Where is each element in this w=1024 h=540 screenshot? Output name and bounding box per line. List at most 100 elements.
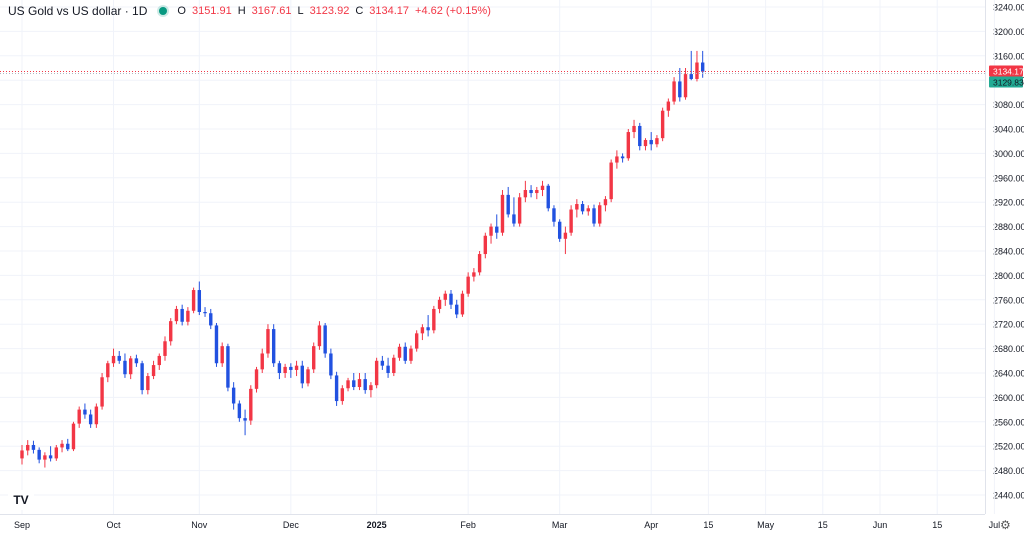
candle[interactable] — [346, 377, 350, 392]
candle[interactable] — [180, 304, 184, 326]
candle[interactable] — [106, 360, 110, 383]
candle[interactable] — [655, 135, 659, 148]
candle[interactable] — [128, 355, 133, 380]
candle[interactable] — [386, 357, 390, 378]
candle[interactable] — [300, 360, 304, 389]
candle[interactable] — [134, 354, 139, 367]
tradingview-logo[interactable]: TV — [8, 490, 34, 510]
candle[interactable] — [460, 290, 465, 317]
candle[interactable] — [123, 353, 127, 378]
candle[interactable] — [409, 345, 413, 364]
candle[interactable] — [66, 438, 70, 452]
candle[interactable] — [672, 77, 676, 105]
candle[interactable] — [340, 385, 345, 405]
candle[interactable] — [111, 348, 116, 367]
candle[interactable] — [317, 321, 322, 350]
candle[interactable] — [117, 351, 121, 364]
candle[interactable] — [363, 373, 367, 394]
candle[interactable] — [231, 382, 236, 410]
candle[interactable] — [174, 305, 179, 325]
candle[interactable] — [512, 197, 516, 227]
candle[interactable] — [186, 307, 190, 326]
candle[interactable] — [169, 318, 173, 346]
candle[interactable] — [500, 190, 505, 236]
candle[interactable] — [83, 403, 87, 419]
candle[interactable] — [243, 409, 247, 436]
candle[interactable] — [643, 138, 648, 151]
candle[interactable] — [163, 336, 167, 361]
candle[interactable] — [214, 322, 219, 367]
candle[interactable] — [140, 360, 144, 395]
candle[interactable] — [403, 342, 407, 364]
candle[interactable] — [277, 360, 282, 380]
candle[interactable] — [517, 193, 522, 227]
candle[interactable] — [598, 202, 602, 227]
candle[interactable] — [20, 444, 24, 465]
candle[interactable] — [77, 406, 81, 428]
candle[interactable] — [563, 226, 568, 255]
candle[interactable] — [323, 322, 327, 358]
candle[interactable] — [392, 354, 396, 377]
candle[interactable] — [426, 315, 430, 337]
candle[interactable] — [26, 440, 30, 456]
candle[interactable] — [266, 324, 270, 358]
candle[interactable] — [271, 324, 276, 367]
candle[interactable] — [380, 355, 385, 370]
candle[interactable] — [632, 119, 636, 139]
candle[interactable] — [283, 363, 287, 378]
candle[interactable] — [220, 342, 224, 367]
candle[interactable] — [60, 440, 64, 453]
candle[interactable] — [94, 403, 99, 428]
candle[interactable] — [540, 180, 545, 197]
candle[interactable] — [329, 348, 333, 380]
candle[interactable] — [226, 343, 230, 392]
candle[interactable] — [466, 272, 470, 297]
candle[interactable] — [48, 446, 53, 462]
candle[interactable] — [352, 373, 356, 391]
candle[interactable] — [88, 409, 93, 428]
candle[interactable] — [683, 68, 688, 100]
candle[interactable] — [312, 342, 316, 374]
candle[interactable] — [569, 205, 573, 236]
candle[interactable] — [254, 366, 259, 393]
candle[interactable] — [157, 353, 161, 370]
candle[interactable] — [31, 440, 36, 454]
candle[interactable] — [37, 447, 41, 464]
candle[interactable] — [357, 373, 362, 391]
candle[interactable] — [209, 308, 213, 330]
candle[interactable] — [369, 382, 373, 398]
candle[interactable] — [197, 281, 202, 316]
candle[interactable] — [443, 290, 447, 306]
candle[interactable] — [603, 196, 608, 212]
candle[interactable] — [203, 307, 207, 317]
gear-icon[interactable]: ⚙ — [1000, 518, 1011, 532]
candle[interactable] — [249, 385, 253, 425]
candle[interactable] — [294, 360, 299, 377]
candle[interactable] — [529, 185, 533, 198]
candle[interactable] — [54, 444, 59, 461]
candle[interactable] — [626, 129, 631, 161]
candle[interactable] — [586, 205, 590, 216]
candle[interactable] — [43, 452, 47, 468]
candle[interactable] — [306, 366, 310, 387]
candle[interactable] — [552, 205, 556, 227]
candle[interactable] — [432, 305, 436, 334]
candle[interactable] — [374, 357, 379, 389]
candle[interactable] — [146, 373, 150, 395]
candle[interactable] — [483, 232, 488, 259]
candle[interactable] — [489, 223, 493, 244]
candle[interactable] — [477, 251, 482, 276]
candle[interactable] — [666, 98, 671, 117]
candle[interactable] — [455, 299, 459, 319]
candle[interactable] — [397, 343, 402, 361]
candle[interactable] — [437, 296, 442, 314]
candle[interactable] — [151, 360, 156, 380]
candle[interactable] — [620, 153, 625, 163]
candle[interactable] — [592, 204, 596, 227]
candle[interactable] — [414, 330, 419, 352]
candle[interactable] — [449, 290, 453, 309]
candle[interactable] — [495, 214, 499, 239]
candle[interactable] — [689, 50, 693, 81]
